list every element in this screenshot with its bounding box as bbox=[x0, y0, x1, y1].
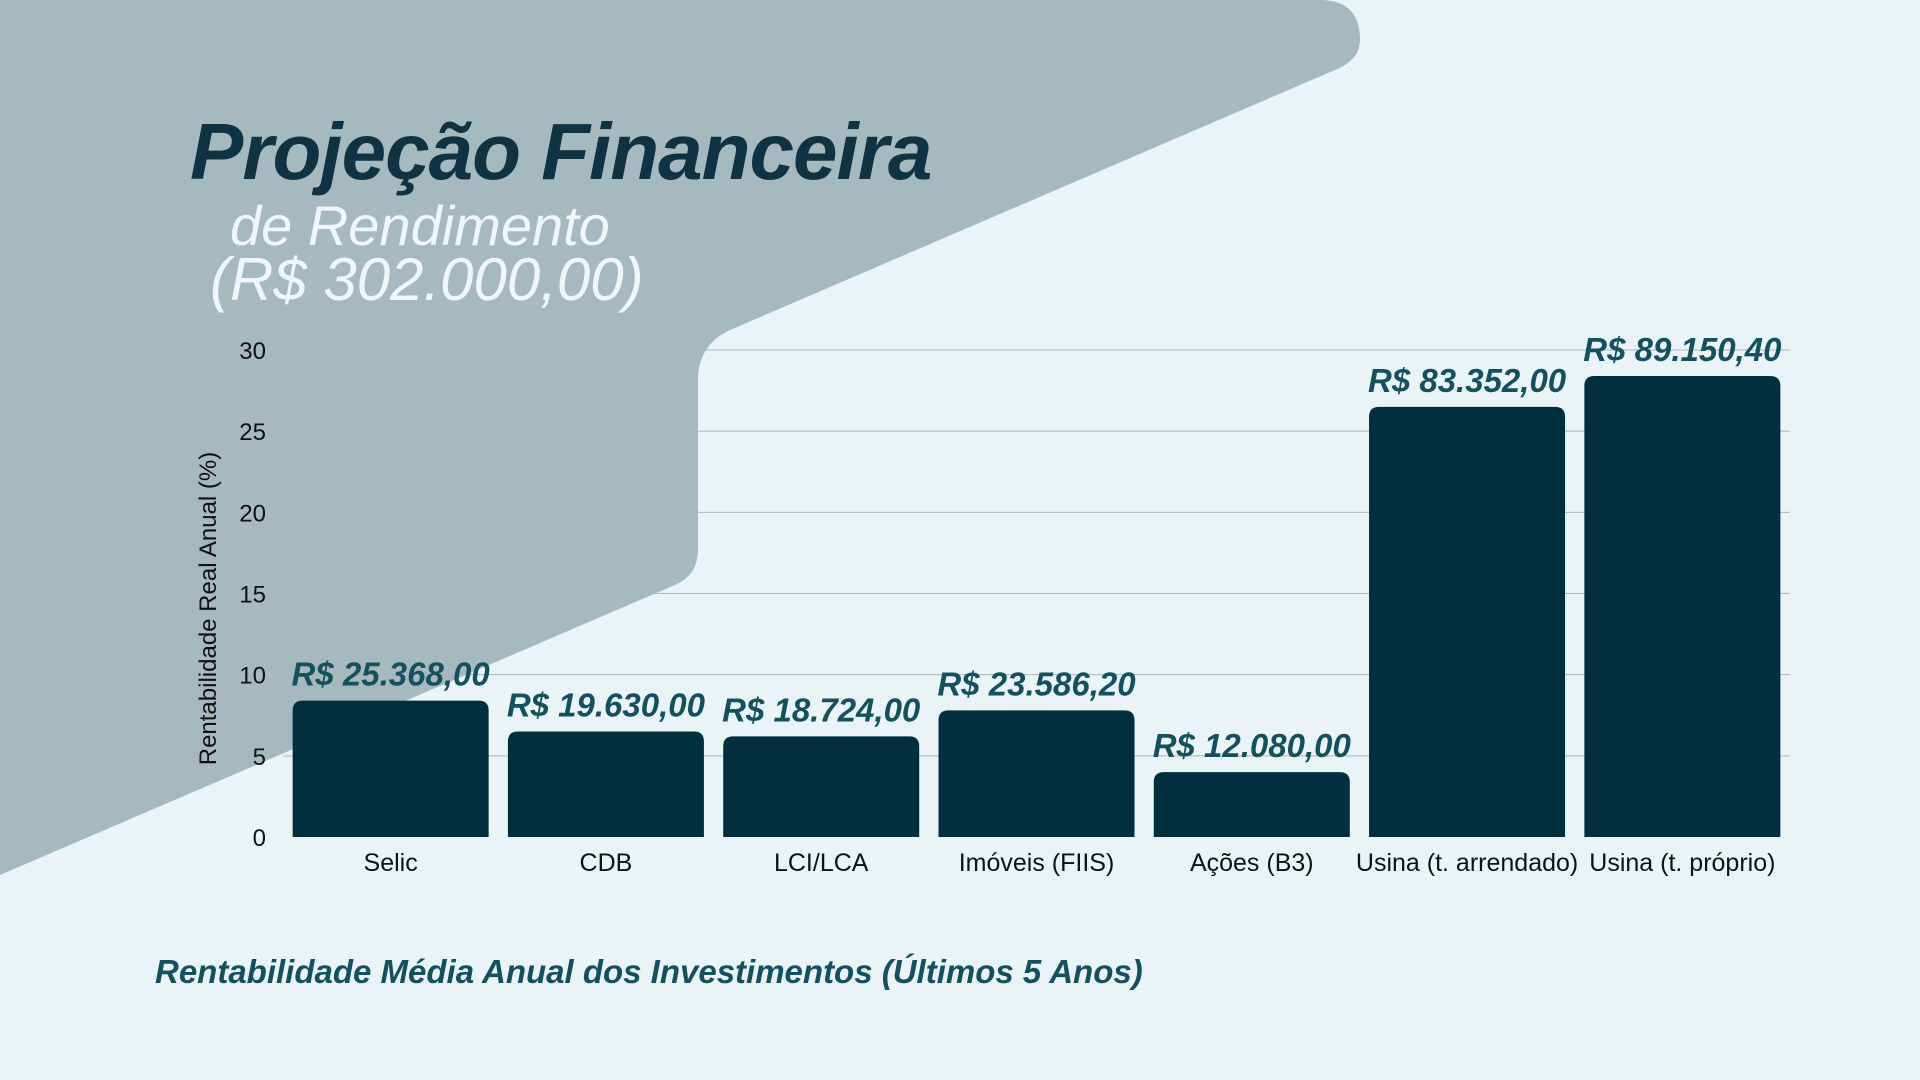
y-tick-label: 30 bbox=[239, 338, 266, 365]
investment-amount: (R$ 302.000,00) bbox=[210, 246, 644, 313]
bar bbox=[723, 736, 920, 837]
bar-data-label: R$ 23.586,20 bbox=[937, 665, 1136, 702]
bar bbox=[938, 710, 1135, 837]
background-panel bbox=[0, 0, 1360, 875]
bar bbox=[1584, 375, 1781, 837]
y-tick-label: 10 bbox=[239, 663, 266, 690]
x-category-label: CDB bbox=[580, 849, 633, 877]
x-category-label: Selic bbox=[364, 849, 418, 877]
page-title: Projeção Financeira bbox=[190, 107, 932, 196]
y-tick-label: 20 bbox=[239, 500, 266, 527]
x-category-label: Imóveis (FIIS) bbox=[959, 849, 1115, 877]
y-tick-label: 25 bbox=[239, 419, 266, 446]
chart-caption: Rentabilidade Média Anual dos Investimen… bbox=[155, 953, 1143, 990]
bar-data-label: R$ 18.724,00 bbox=[722, 691, 921, 728]
x-category-label: Ações (B3) bbox=[1190, 849, 1314, 877]
y-tick-label: 0 bbox=[253, 825, 266, 852]
bar-data-label: R$ 89.150,40 bbox=[1583, 331, 1782, 368]
y-tick-label: 5 bbox=[253, 744, 266, 771]
y-axis-title: Rentabilidade Real Anual (%) bbox=[195, 452, 222, 766]
labels: 0 5 10 15 20 25 30 R$ 25.368,00 Selic R$ 19.630,0… bbox=[239, 331, 1782, 877]
y-tick-label: 15 bbox=[239, 582, 266, 609]
page-subtitle: de Rendimento bbox=[230, 194, 610, 257]
bar bbox=[292, 700, 489, 837]
bar bbox=[1153, 772, 1350, 837]
bar-data-label: R$ 83.352,00 bbox=[1368, 362, 1567, 399]
bars bbox=[292, 375, 1781, 837]
bar-data-label: R$ 19.630,00 bbox=[507, 686, 706, 723]
bar-data-label: R$ 12.080,00 bbox=[1153, 727, 1352, 764]
x-category-label: LCI/LCA bbox=[774, 849, 869, 877]
bar bbox=[1369, 406, 1566, 837]
bar-data-label: R$ 25.368,00 bbox=[292, 656, 491, 693]
x-category-label: Usina (t. próprio) bbox=[1589, 849, 1775, 877]
bar bbox=[507, 731, 704, 837]
x-category-label: Usina (t. arrendado) bbox=[1356, 849, 1578, 877]
